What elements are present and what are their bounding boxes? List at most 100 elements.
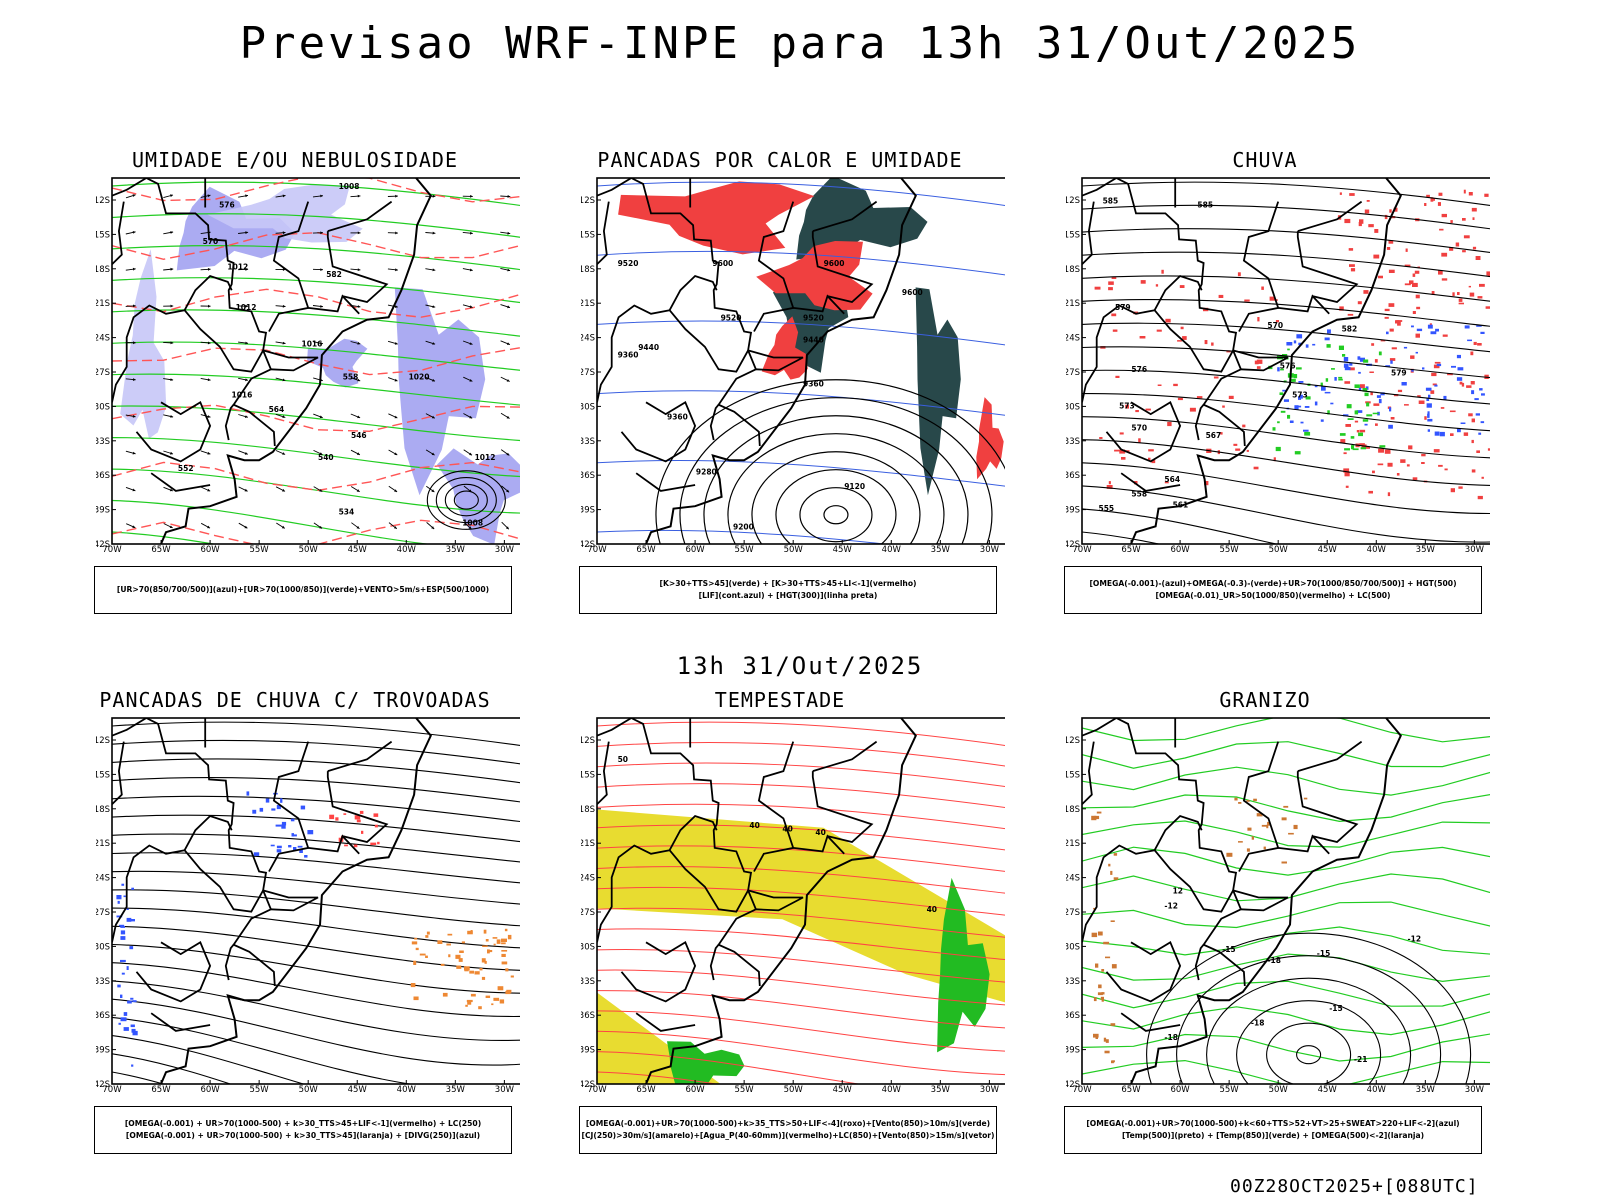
lon-tick-label: 70W — [102, 545, 122, 552]
lon-tick-label: 40W — [882, 1085, 902, 1092]
lon-tick-label: 30W — [495, 545, 515, 552]
lat-tick-label: 42S — [96, 1080, 110, 1090]
lon-tick-label: 50W — [299, 545, 319, 552]
lat-tick-label: 27S — [96, 368, 110, 378]
lat-tick-label: 12S — [1066, 196, 1080, 206]
legend-line: [UR>70(850/700/500)](azul)+[UR>70(1000/8… — [116, 585, 490, 594]
lat-tick-label: 42S — [1066, 1080, 1080, 1090]
contour-label: 9600 — [712, 259, 733, 268]
contour-label: 9360 — [667, 413, 688, 422]
lat-tick-label: 21S — [96, 839, 110, 849]
lat-tick-label: 24S — [1066, 874, 1080, 884]
contour-label: 12 — [1173, 887, 1183, 896]
legend-line: [OMEGA(-0.001)+UR>70(1000-500)+k<60+TTS>… — [1086, 1119, 1460, 1128]
contour-label: 40 — [927, 905, 937, 914]
lon-tick-label: 30W — [1465, 545, 1485, 552]
contour-label: -15 — [1317, 949, 1331, 958]
lon-tick-label: 35W — [931, 545, 951, 552]
contour-label: 552 — [178, 464, 194, 473]
contour-label: 9520 — [618, 259, 639, 268]
lon-tick-label: 40W — [1367, 545, 1387, 552]
lat-tick-label: 42S — [1066, 540, 1080, 550]
lat-tick-label: 24S — [581, 334, 595, 344]
lat-tick-label: 36S — [96, 471, 110, 481]
lat-tick-label: 27S — [1066, 368, 1080, 378]
lon-tick-label: 45W — [1318, 545, 1338, 552]
lon-tick-label: 65W — [636, 1085, 656, 1092]
lon-tick-label: 70W — [587, 1085, 607, 1092]
legend-line: [OMEGA(-0.001)+UR>70(1000-500)+k>35_TTS>… — [585, 1119, 991, 1128]
panel-title: GRANIZO — [1219, 688, 1311, 712]
lon-tick-label: 65W — [151, 1085, 171, 1092]
lon-tick-label: 45W — [348, 1085, 368, 1092]
lat-tick-label: 33S — [581, 977, 595, 987]
contour-label: -12 — [1164, 901, 1178, 910]
contour-label: 40 — [815, 828, 825, 837]
lon-tick-label: 35W — [1416, 1085, 1436, 1092]
lat-tick-label: 18S — [1066, 265, 1080, 275]
lat-tick-label: 33S — [1066, 977, 1080, 987]
contour-label: 9360 — [618, 350, 639, 359]
contour-label: 564 — [269, 405, 285, 414]
lon-tick-label: 50W — [1269, 545, 1289, 552]
contour-label: 555 — [1099, 504, 1115, 513]
lon-tick-label: 30W — [1465, 1085, 1485, 1092]
lat-tick-label: 39S — [581, 1046, 595, 1056]
panel-title: PANCADAS DE CHUVA C/ TROVOADAS — [99, 688, 491, 712]
lat-tick-label: 21S — [1066, 299, 1080, 309]
panel-umidade: UMIDADE E/OU NEBULOSIDADE 1008 1012 1016 102… — [80, 148, 525, 618]
contour-label: 50 — [618, 755, 628, 764]
lat-tick-label: 42S — [96, 540, 110, 550]
lat-tick-label: 36S — [1066, 471, 1080, 481]
map-plot: -12 -15 -18 -15 -12 -15 -18 -21 -18 12 12S 15S 18S 21… — [1064, 717, 1495, 1095]
lon-tick-label: 60W — [200, 1085, 220, 1092]
contour-label: 582 — [326, 270, 342, 279]
contour-label: 40 — [782, 825, 792, 834]
contour-label: -18 — [1251, 1018, 1265, 1027]
lat-tick-label: 21S — [581, 299, 595, 309]
lat-tick-label: 30S — [1066, 942, 1080, 952]
panel-legend: [OMEGA(-0.001) + UR>70(1000-500) + k>30_… — [94, 1106, 512, 1154]
lat-tick-label: 12S — [96, 196, 110, 206]
contour-label: 564 — [1164, 475, 1180, 484]
lat-tick-label: 15S — [1066, 230, 1080, 240]
lat-tick-label: 18S — [96, 265, 110, 275]
contour-label: 40 — [749, 821, 759, 830]
contour-label: 546 — [351, 431, 367, 440]
panel-title: CHUVA — [1232, 148, 1298, 172]
lon-tick-label: 45W — [833, 545, 853, 552]
contour-label: 534 — [339, 508, 355, 517]
lon-tick-label: 35W — [446, 545, 466, 552]
lon-tick-label: 60W — [200, 545, 220, 552]
lat-tick-label: 15S — [96, 770, 110, 780]
legend-line: [K>30+TTS>45](verde) + [K>30+TTS>45+LI<-… — [659, 579, 917, 588]
lat-tick-label: 15S — [1066, 770, 1080, 780]
lat-tick-label: 27S — [581, 908, 595, 918]
lon-tick-label: 65W — [1121, 545, 1141, 552]
panel-chuva: CHUVA 585 585 579 576 573 570 567 564 558 561 555 58… — [1050, 148, 1495, 618]
lon-tick-label: 60W — [1170, 545, 1190, 552]
lat-tick-label: 18S — [1066, 805, 1080, 815]
contour-label: 570 — [1267, 321, 1283, 330]
lat-tick-label: 39S — [1066, 506, 1080, 516]
lat-tick-label: 21S — [1066, 839, 1080, 849]
contour-label: 9520 — [721, 314, 742, 323]
lat-tick-label: 33S — [581, 437, 595, 447]
panel-legend: [UR>70(850/700/500)](azul)+[UR>70(1000/8… — [94, 566, 512, 614]
lat-tick-label: 27S — [1066, 908, 1080, 918]
map-plot: 1008 1012 1016 1020 1012 1016 570 576 582 564 558 5… — [94, 177, 525, 555]
lon-tick-label: 45W — [1318, 1085, 1338, 1092]
lon-tick-label: 40W — [1367, 1085, 1387, 1092]
run-info-footer: 00Z28OCT2025+[088UTC] — [1230, 1176, 1479, 1197]
lon-tick-label: 70W — [1072, 1085, 1092, 1092]
lon-tick-label: 40W — [397, 1085, 417, 1092]
lat-tick-label: 15S — [581, 230, 595, 240]
contour-label: 9440 — [638, 343, 659, 352]
panel-tempestade: TEMPESTADE 40 40 40 50 40 12S 15S 18S 21S 24S 27S 30… — [565, 688, 1010, 1158]
contour-label: 558 — [343, 372, 359, 381]
contour-label: 585 — [1197, 200, 1213, 209]
lat-tick-label: 36S — [581, 1011, 595, 1021]
lon-tick-label: 35W — [446, 1085, 466, 1092]
panel-granizo: GRANIZO -12 -15 -18 -15 -12 -15 -18 -21 -18 12 12S 1… — [1050, 688, 1495, 1158]
